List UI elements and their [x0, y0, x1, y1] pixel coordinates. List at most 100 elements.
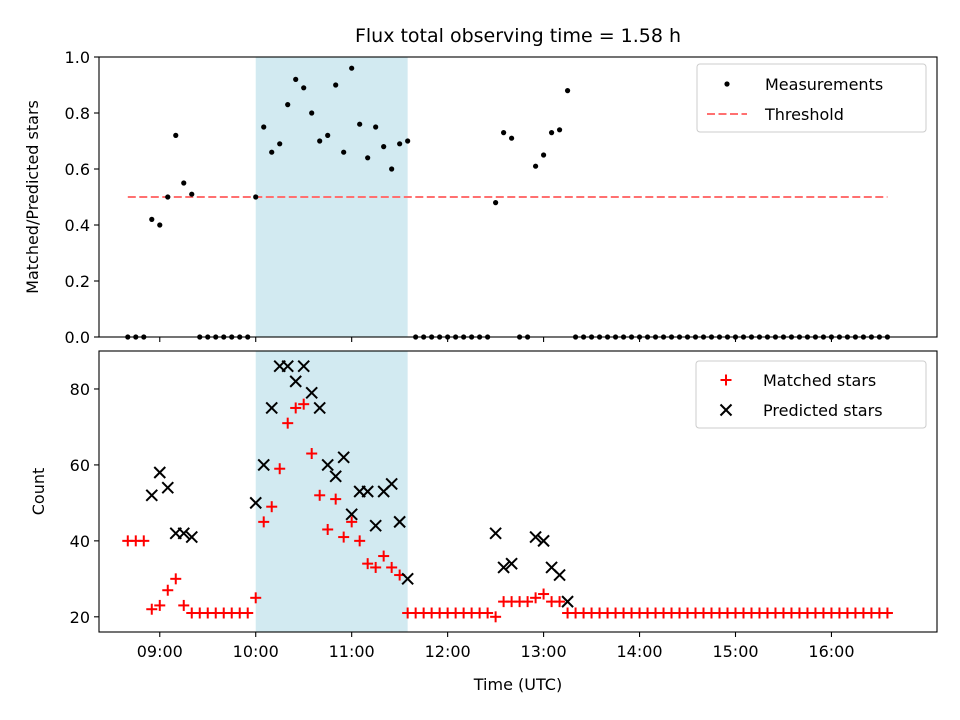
- matched-star-point: [338, 531, 350, 543]
- matched-star-point: [322, 523, 334, 535]
- matched-star-point: [881, 607, 893, 619]
- matched-star-point: [538, 588, 550, 600]
- predicted-star-point: [145, 489, 158, 502]
- y-tick-label: 0.4: [65, 216, 90, 235]
- x-b: [561, 595, 574, 608]
- matched-star-point: [490, 611, 502, 623]
- matched-star-point: [330, 493, 342, 505]
- measurement-point: [253, 194, 259, 200]
- predicted-star-point: [297, 359, 310, 373]
- x-tick-label: 14:00: [616, 642, 662, 661]
- y-tick-label: 20: [70, 608, 90, 627]
- predicted-star-point: [537, 534, 550, 548]
- matched-star-point: [482, 607, 494, 619]
- x-tick-label: 15:00: [712, 642, 758, 661]
- matched-star-point: [250, 592, 262, 604]
- measurement-point: [341, 149, 347, 155]
- y-tick-label: 80: [70, 380, 90, 399]
- matched-star-point: [170, 573, 182, 585]
- matched-star-point: [178, 599, 190, 611]
- measurement-point: [189, 191, 195, 197]
- measurement-point: [349, 65, 355, 71]
- measurement-point: [509, 135, 515, 141]
- matched-star-point: [306, 448, 318, 460]
- measurement-point: [373, 124, 379, 130]
- predicted-star-point: [305, 386, 318, 399]
- top-x-ticks: [159, 337, 833, 342]
- matched-star-point: [154, 599, 166, 611]
- predicted-star-point: [289, 375, 302, 388]
- measurement-point: [165, 194, 171, 200]
- y-tick-label: 1.0: [65, 48, 90, 67]
- measurement-point: [397, 141, 403, 147]
- y-tick-label: 40: [70, 532, 90, 551]
- predicted-star-point: [281, 359, 294, 373]
- x-b: [313, 401, 326, 415]
- matched-star-point: [362, 558, 374, 570]
- matched-star-point: [370, 561, 382, 573]
- x-b: [505, 557, 518, 570]
- y-tick-label: 0.0: [65, 328, 90, 347]
- predicted-star-point: [329, 470, 342, 483]
- x-b: [145, 489, 158, 502]
- x-b: [345, 508, 358, 521]
- measurement-point: [365, 155, 371, 161]
- measurement-point: [548, 130, 555, 136]
- matched-star-point: [266, 501, 278, 513]
- matched-star-point: [258, 516, 270, 528]
- legend-threshold-label: Threshold: [764, 105, 844, 124]
- predicted-star-point: [529, 530, 542, 544]
- measurement-point: [333, 82, 339, 88]
- matched-star-point: [346, 516, 358, 528]
- measurement-point: [181, 180, 187, 186]
- predicted-star-point: [153, 466, 166, 479]
- measurement-point: [532, 163, 539, 169]
- top-panel: 0.0 0.2 0.4 0.6 0.8 1.0 Flux total observing …: [23, 25, 938, 347]
- y-tick-label: 60: [70, 456, 90, 475]
- x-b: [289, 375, 302, 388]
- matched-star-point: [314, 489, 326, 501]
- legend-measurements-label: Measurements: [765, 75, 883, 94]
- x-b: [153, 466, 166, 479]
- x-b: [489, 527, 502, 540]
- y-tick-label: 0.8: [65, 104, 90, 123]
- x-b: [529, 530, 542, 544]
- predicted-star-point: [561, 595, 574, 608]
- x-b: [281, 359, 294, 373]
- x-b: [257, 458, 270, 472]
- predicted-star-point: [177, 527, 190, 540]
- matched-star-point: [290, 402, 302, 414]
- matched-star-point: [378, 550, 390, 562]
- x-axis-label: Time (UTC): [473, 675, 562, 694]
- predicted-star-point: [337, 451, 350, 464]
- predicted-star-point: [369, 519, 382, 532]
- legend-matched-label: Matched stars: [763, 371, 876, 390]
- predicted-star-point: [553, 568, 566, 582]
- measurement-point: [157, 222, 163, 228]
- predicted-star-point: [185, 530, 198, 544]
- x-b: [265, 401, 278, 415]
- x-b: [393, 515, 406, 529]
- predicted-star-point: [489, 527, 502, 540]
- measurement-point: [564, 88, 571, 94]
- x-b: [385, 477, 398, 491]
- measurement-point: [493, 200, 499, 206]
- measurement-point: [381, 144, 387, 150]
- measurement-point: [389, 166, 395, 172]
- measurement-point: [293, 76, 299, 82]
- x-b: [537, 534, 550, 548]
- predicted-star-point: [385, 477, 398, 491]
- x-tick-label: 13:00: [521, 642, 567, 661]
- x-b: [321, 458, 334, 472]
- top-y-axis-label: Matched/Predicted stars: [23, 100, 42, 294]
- y-tick-label: 0.6: [65, 160, 90, 179]
- bottom-y-axis-label: Count: [29, 468, 48, 516]
- x-b: [161, 481, 174, 494]
- x-tick-label: 11:00: [329, 642, 375, 661]
- legend-box: [695, 360, 927, 429]
- top-y-ticks: 0.0 0.2 0.4 0.6 0.8 1.0: [65, 48, 99, 347]
- matched-star-point: [386, 561, 398, 573]
- bottom-x-ticks: 09:00 10:00 11:00 12:00 13:00 14:00 15:00 16:00: [137, 632, 855, 661]
- matched-star-point: [354, 535, 366, 547]
- x-tick-label: 12:00: [425, 642, 471, 661]
